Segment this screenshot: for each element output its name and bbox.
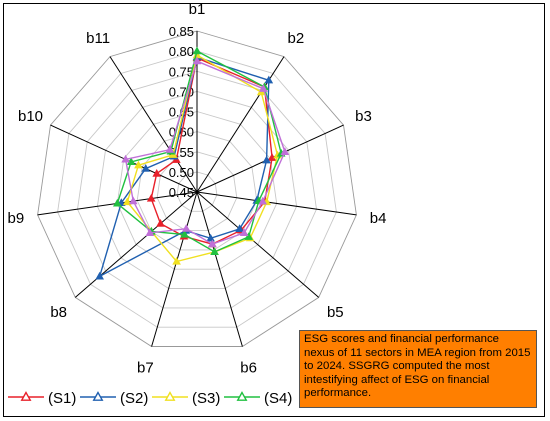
category-label: b11	[86, 30, 110, 47]
category-labels: b1 b2 b3 b4 b5 b6 b7 b8 b9 b10 b11	[8, 1, 387, 377]
series-point	[146, 193, 156, 202]
category-label: b2	[288, 30, 305, 47]
grid-ring	[37, 30, 357, 347]
series-point	[239, 228, 249, 236]
series-point	[95, 271, 104, 280]
series-point	[262, 155, 271, 164]
series-4	[113, 46, 286, 255]
series-point	[258, 196, 268, 205]
radial-tick-label: 0.75	[169, 64, 194, 79]
series-point	[141, 163, 151, 172]
radial-tick-label: 0.50	[169, 165, 194, 180]
series-point	[122, 197, 132, 206]
axis-spoke	[109, 56, 198, 193]
category-label: b7	[137, 360, 154, 377]
series-point	[152, 168, 162, 177]
legend-marker	[20, 391, 32, 401]
legend-item: (S2)	[80, 390, 148, 407]
series-point	[210, 247, 219, 255]
series-line	[150, 57, 273, 245]
series-point	[192, 56, 202, 65]
series-point	[172, 256, 181, 265]
category-label: b3	[355, 108, 372, 125]
series-5	[121, 56, 290, 248]
radial-tick-label: 0.80	[169, 44, 194, 59]
series-point	[180, 229, 189, 238]
category-label: b10	[18, 108, 43, 125]
annotation-box: ESG scores and financial performance nex…	[299, 330, 537, 408]
series-point	[235, 224, 244, 233]
legend-item: (S3)	[152, 390, 220, 407]
category-label: b5	[327, 304, 344, 321]
legend-marker	[92, 391, 104, 401]
series-point	[206, 233, 215, 242]
category-label: b9	[8, 210, 25, 227]
axis-spoke	[196, 191, 357, 216]
radial-tick-label: 0.85	[169, 24, 194, 39]
series-point	[244, 232, 254, 240]
legend-label: (S3)	[192, 390, 220, 407]
grid-ring	[57, 50, 337, 328]
series-group	[95, 46, 290, 280]
grid-ring	[116, 111, 278, 270]
legend-label: (S1)	[48, 390, 76, 407]
axis-spoke	[196, 191, 320, 298]
grid-ring	[77, 70, 317, 309]
radial-tick-label: 0.45	[169, 185, 194, 200]
axis-spoke	[196, 191, 243, 347]
series-point	[128, 196, 138, 205]
category-label: b8	[50, 304, 67, 321]
axis-spoke	[151, 191, 198, 347]
legend-item: (S1)	[8, 390, 76, 407]
legend: (S1) (S2) (S3) (S4)	[8, 390, 292, 407]
series-point	[156, 219, 165, 227]
series-line	[116, 50, 282, 253]
series-point	[165, 145, 175, 153]
radar-grid	[37, 30, 357, 347]
series-point	[134, 160, 143, 169]
category-label: b1	[189, 1, 206, 18]
series-point	[181, 224, 191, 232]
legend-item: (S4)	[224, 390, 292, 407]
axis-spoke	[74, 191, 198, 298]
series-line	[126, 54, 279, 263]
series-point	[192, 46, 202, 55]
grid-ring	[156, 151, 238, 232]
legend-label: (S2)	[120, 390, 148, 407]
series-point	[280, 147, 290, 155]
series-point	[259, 84, 268, 92]
series-point	[145, 228, 155, 236]
series-point	[207, 239, 217, 248]
series-point	[121, 154, 130, 163]
legend-marker	[164, 391, 176, 401]
legend-marker	[236, 391, 248, 401]
series-line	[98, 56, 270, 278]
series-point	[113, 198, 122, 207]
category-label: b6	[240, 360, 257, 377]
series-line	[124, 60, 286, 245]
grid-ring	[176, 171, 218, 212]
legend-label: (S4)	[264, 390, 292, 407]
category-label: b4	[370, 210, 387, 227]
series-point	[264, 75, 274, 84]
